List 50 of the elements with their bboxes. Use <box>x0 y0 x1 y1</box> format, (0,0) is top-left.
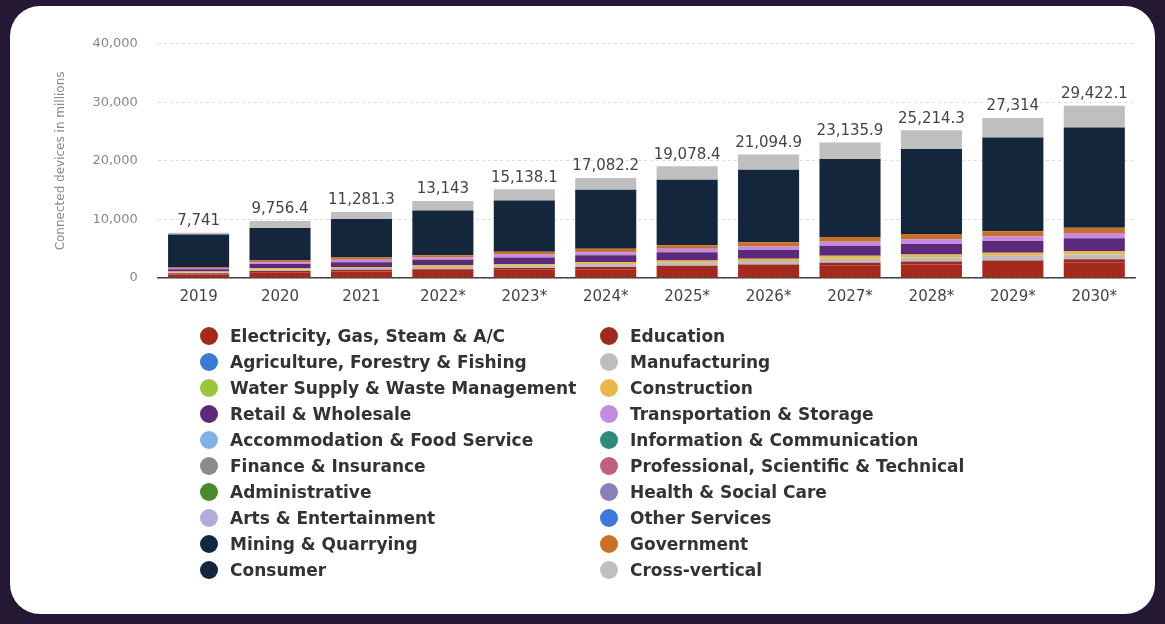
y-tick-label: 0 <box>129 269 138 285</box>
x-tick-label: 2019 <box>179 286 218 305</box>
x-tick-label: 2030* <box>1071 286 1118 305</box>
x-tick-label: 2028* <box>908 286 955 305</box>
legend-label: Cross-vertical <box>630 560 763 580</box>
total-label: 21,094.9 <box>735 132 802 151</box>
legend-label: Finance & Insurance <box>230 456 426 476</box>
total-label: 17,082.2 <box>572 156 640 175</box>
x-tick-label: 2022* <box>420 286 467 305</box>
legend-label: Manufacturing <box>630 352 771 372</box>
total-label: 29,422.1 <box>1060 84 1128 103</box>
x-tick-label: 2020 <box>260 286 300 305</box>
total-label: 19,078.4 <box>653 144 721 163</box>
x-tick-label: 2025* <box>664 286 711 305</box>
legend-label: Administrative <box>230 482 372 502</box>
y-tick-label: 30,000 <box>92 93 138 109</box>
total-label: 13,143 <box>416 179 470 198</box>
total-label: 15,138.1 <box>490 167 558 186</box>
legend-label: Other Services <box>630 508 772 528</box>
legend-label: Government <box>630 534 749 554</box>
x-tick-label: 2023* <box>501 286 548 305</box>
legend-label: Electricity, Gas, Steam & A/C <box>230 326 506 346</box>
x-tick-label: 2021 <box>342 286 381 305</box>
y-tick-label: 20,000 <box>92 152 138 168</box>
legend-label: Professional, Scientific & Technical <box>630 456 965 476</box>
total-label: 25,214.3 <box>898 108 965 127</box>
legend-label: Mining & Quarrying <box>230 534 418 554</box>
legend-label: Accommodation & Food Service <box>230 430 534 450</box>
total-label: 9,756.4 <box>251 199 309 218</box>
legend-label: Transportation & Storage <box>630 404 874 424</box>
total-label: 7,741 <box>177 211 221 230</box>
y-tick-label: 40,000 <box>92 35 138 51</box>
legend-label: Construction <box>630 378 753 398</box>
legend-label: Education <box>630 326 726 346</box>
total-label: 11,281.3 <box>328 190 395 209</box>
x-tick-label: 2027* <box>827 286 874 305</box>
legend-label: Retail & Wholesale <box>230 404 412 424</box>
x-tick-label: 2026* <box>745 286 792 305</box>
total-label: 23,135.9 <box>816 120 884 139</box>
x-tick-label: 2024* <box>582 286 630 305</box>
legend-label: Arts & Entertainment <box>230 508 436 528</box>
legend-label: Water Supply & Waste Management <box>230 378 577 398</box>
x-tick-label: 2029* <box>990 286 1037 305</box>
legend-label: Information & Communication <box>630 430 919 450</box>
y-axis-title: Connected devices in millions <box>53 71 68 251</box>
legend-label: Consumer <box>230 560 327 580</box>
legend-label: Health & Social Care <box>630 482 827 502</box>
legend-label: Agriculture, Forestry & Fishing <box>230 352 527 372</box>
total-label: 27,314 <box>986 96 1040 115</box>
y-tick-label: 10,000 <box>92 210 138 226</box>
